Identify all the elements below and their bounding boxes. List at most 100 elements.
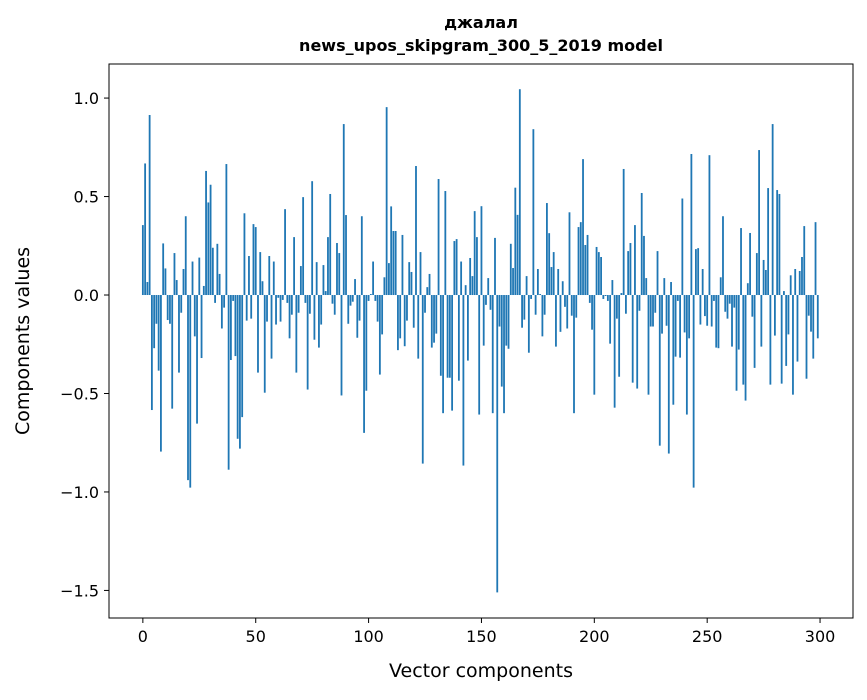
bar-49 bbox=[252, 224, 255, 296]
bar-26 bbox=[200, 295, 203, 359]
bar-175 bbox=[536, 269, 539, 296]
bar-280 bbox=[773, 295, 776, 336]
bar-225 bbox=[649, 295, 652, 327]
bar-17 bbox=[180, 295, 183, 313]
bar-118 bbox=[408, 262, 411, 296]
bar-25 bbox=[198, 257, 201, 296]
bar-108 bbox=[385, 107, 388, 296]
bar-5 bbox=[153, 295, 156, 349]
bar-150 bbox=[480, 206, 483, 296]
bar-32 bbox=[214, 295, 216, 303]
bar-61 bbox=[279, 295, 282, 322]
bar-125 bbox=[424, 295, 426, 313]
bar-291 bbox=[798, 270, 801, 296]
bar-78 bbox=[318, 295, 320, 348]
bar-140 bbox=[457, 295, 460, 381]
bar-47 bbox=[248, 256, 250, 296]
bar-264 bbox=[737, 295, 740, 350]
bar-285 bbox=[785, 295, 788, 366]
bar-149 bbox=[478, 295, 481, 415]
bar-114 bbox=[399, 295, 402, 339]
bar-146 bbox=[471, 276, 474, 296]
bar-102 bbox=[372, 261, 375, 296]
bar-278 bbox=[769, 295, 772, 385]
bar-83 bbox=[329, 193, 332, 296]
bar-276 bbox=[764, 270, 767, 296]
bar-95 bbox=[356, 295, 359, 338]
bar-207 bbox=[609, 295, 612, 344]
bar-237 bbox=[676, 295, 679, 301]
bar-226 bbox=[652, 295, 654, 327]
bar-74 bbox=[308, 295, 311, 314]
bar-274 bbox=[760, 295, 763, 347]
bar-112 bbox=[394, 231, 397, 296]
bar-44 bbox=[241, 295, 244, 418]
bar-217 bbox=[631, 295, 634, 383]
bar-155 bbox=[491, 295, 494, 414]
bar-50 bbox=[254, 227, 257, 296]
bar-119 bbox=[410, 271, 413, 296]
bar-168 bbox=[521, 295, 523, 328]
bar-53 bbox=[261, 281, 264, 296]
bar-269 bbox=[749, 232, 751, 296]
bar-52 bbox=[259, 252, 262, 296]
bar-196 bbox=[584, 244, 587, 296]
bar-292 bbox=[801, 257, 803, 296]
bar-57 bbox=[270, 295, 273, 359]
bar-224 bbox=[647, 295, 650, 395]
bar-51 bbox=[257, 295, 259, 373]
bar-62 bbox=[281, 295, 284, 300]
bar-229 bbox=[658, 295, 661, 446]
bar-38 bbox=[227, 295, 230, 470]
bar-270 bbox=[751, 295, 754, 317]
bar-111 bbox=[392, 231, 395, 296]
y-tick-label: 1.0 bbox=[74, 89, 99, 108]
bar-73 bbox=[306, 295, 309, 390]
bar-268 bbox=[746, 283, 749, 296]
y-axis-label: Components values bbox=[12, 247, 34, 435]
bar-115 bbox=[401, 234, 404, 296]
bar-161 bbox=[505, 295, 508, 346]
bar-110 bbox=[390, 206, 393, 296]
bar-167 bbox=[518, 89, 521, 296]
bar-90 bbox=[345, 215, 347, 296]
bar-203 bbox=[600, 257, 602, 296]
bar-151 bbox=[482, 295, 485, 346]
bar-138 bbox=[453, 241, 456, 296]
bar-130 bbox=[435, 295, 438, 334]
bar-6 bbox=[155, 295, 158, 324]
bar-284 bbox=[783, 291, 785, 296]
bar-222 bbox=[643, 235, 645, 296]
bar-253 bbox=[713, 295, 715, 301]
bar-81 bbox=[324, 291, 327, 296]
bar-117 bbox=[406, 295, 408, 321]
bar-98 bbox=[363, 295, 365, 433]
bar-208 bbox=[611, 280, 614, 296]
bar-281 bbox=[776, 190, 779, 296]
bar-204 bbox=[602, 295, 605, 299]
bar-279 bbox=[771, 124, 774, 296]
bar-185 bbox=[559, 295, 562, 332]
bar-286 bbox=[787, 295, 790, 335]
bar-160 bbox=[503, 295, 505, 414]
bar-164 bbox=[512, 268, 514, 296]
bar-147 bbox=[473, 211, 476, 296]
bar-14 bbox=[173, 253, 176, 296]
bar-202 bbox=[597, 252, 600, 296]
bar-143 bbox=[464, 285, 467, 296]
x-tick-label: 200 bbox=[579, 627, 610, 646]
bar-297 bbox=[812, 295, 815, 359]
bar-248 bbox=[701, 269, 704, 296]
bar-275 bbox=[762, 259, 765, 296]
bar-159 bbox=[500, 295, 503, 387]
bar-37 bbox=[225, 164, 228, 296]
bar-1 bbox=[144, 163, 147, 296]
bar-256 bbox=[719, 277, 722, 296]
bar-87 bbox=[338, 253, 341, 296]
bar-277 bbox=[767, 188, 770, 296]
bar-96 bbox=[358, 295, 361, 321]
bar-165 bbox=[514, 187, 517, 296]
bar-283 bbox=[780, 295, 783, 384]
bar-205 bbox=[604, 295, 607, 296]
bar-58 bbox=[272, 261, 275, 296]
